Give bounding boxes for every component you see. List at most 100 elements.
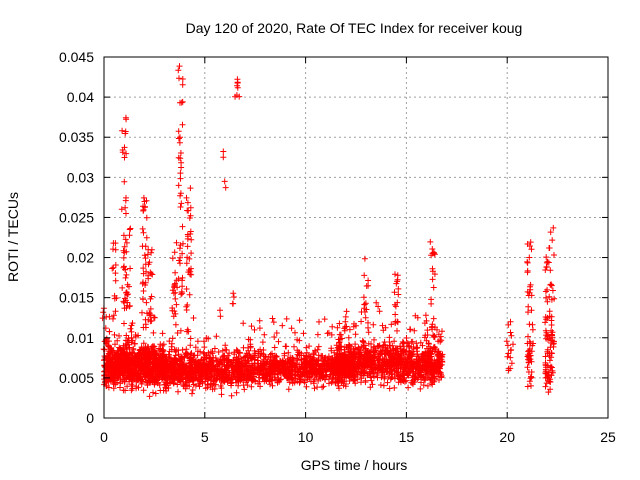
data-point — [430, 315, 437, 322]
data-point — [277, 370, 284, 376]
data-point — [361, 301, 368, 308]
data-point — [119, 356, 126, 363]
data-point — [201, 344, 208, 351]
data-point — [181, 365, 188, 372]
data-point — [183, 350, 189, 356]
data-point — [224, 375, 231, 382]
data-point — [419, 342, 426, 349]
data-point — [421, 334, 428, 341]
data-point — [384, 379, 391, 386]
data-point — [184, 352, 191, 359]
data-point — [401, 346, 408, 353]
data-point — [267, 381, 273, 388]
data-point — [145, 272, 152, 279]
data-point — [230, 290, 237, 297]
data-point — [177, 150, 184, 156]
data-point — [116, 371, 123, 378]
y-tick-label: 0.01 — [67, 330, 94, 346]
data-point — [524, 288, 531, 295]
data-point — [392, 311, 399, 318]
data-point — [303, 349, 310, 356]
y-axis-label: ROTI / TECUs — [5, 192, 21, 282]
data-point — [369, 366, 376, 373]
data-point — [543, 294, 549, 301]
data-point — [217, 383, 224, 389]
data-point — [145, 261, 152, 268]
data-point — [433, 369, 440, 375]
data-point — [358, 369, 365, 376]
data-point — [546, 350, 553, 357]
data-point — [196, 380, 203, 387]
data-point — [429, 265, 436, 272]
data-point — [177, 254, 184, 261]
data-point — [234, 348, 241, 354]
data-point — [177, 155, 184, 162]
data-point — [148, 317, 155, 324]
data-point — [351, 320, 357, 327]
data-point — [394, 345, 401, 352]
data-point — [345, 359, 352, 366]
data-point — [110, 240, 117, 247]
data-point — [314, 368, 321, 375]
data-point — [127, 265, 134, 272]
data-point — [546, 245, 553, 251]
data-point — [380, 362, 387, 369]
data-point — [127, 225, 134, 232]
data-point — [218, 391, 225, 398]
data-point — [360, 357, 367, 364]
data-point — [264, 373, 271, 380]
data-point — [234, 76, 241, 83]
data-point — [309, 371, 316, 378]
data-point — [112, 341, 118, 348]
data-point — [342, 361, 349, 368]
data-point — [342, 313, 349, 320]
data-point — [439, 328, 445, 335]
data-point — [421, 352, 427, 359]
data-point — [387, 375, 394, 382]
data-point — [192, 382, 199, 389]
data-point — [352, 331, 359, 338]
data-point — [136, 360, 143, 367]
data-point — [105, 343, 112, 350]
data-point — [128, 328, 135, 335]
data-point — [260, 374, 267, 381]
data-point — [112, 246, 119, 253]
data-point — [543, 263, 550, 270]
data-point — [395, 369, 402, 376]
data-point — [392, 349, 399, 356]
data-point — [306, 367, 313, 374]
data-point — [410, 370, 417, 377]
data-point — [391, 338, 398, 345]
data-point — [435, 370, 442, 377]
data-point — [358, 379, 364, 386]
data-point — [112, 270, 119, 277]
data-point — [140, 279, 146, 286]
data-point — [352, 364, 359, 371]
data-point — [508, 332, 515, 339]
data-point — [112, 308, 119, 315]
data-point — [524, 269, 531, 276]
data-point — [183, 260, 190, 267]
data-point — [138, 381, 145, 387]
data-point — [391, 362, 398, 368]
data-point — [109, 265, 116, 272]
data-point — [316, 318, 322, 325]
data-point — [198, 371, 205, 378]
data-point — [379, 322, 386, 329]
data-point — [399, 340, 406, 347]
data-point — [123, 354, 130, 361]
data-point — [224, 361, 231, 368]
data-point — [505, 367, 512, 374]
data-point — [220, 154, 227, 161]
y-tick-labels: 0 0.005 0.01 0.015 0.02 0.025 0.03 0.035 0.04 0.0… — [59, 49, 94, 426]
data-point — [335, 378, 342, 385]
data-point — [232, 93, 239, 100]
data-point — [178, 99, 185, 106]
data-point — [334, 357, 341, 364]
data-point — [370, 373, 377, 380]
data-point — [280, 363, 287, 370]
data-point — [141, 198, 148, 205]
data-point — [318, 355, 325, 361]
data-point — [328, 331, 335, 338]
data-point — [543, 370, 550, 377]
